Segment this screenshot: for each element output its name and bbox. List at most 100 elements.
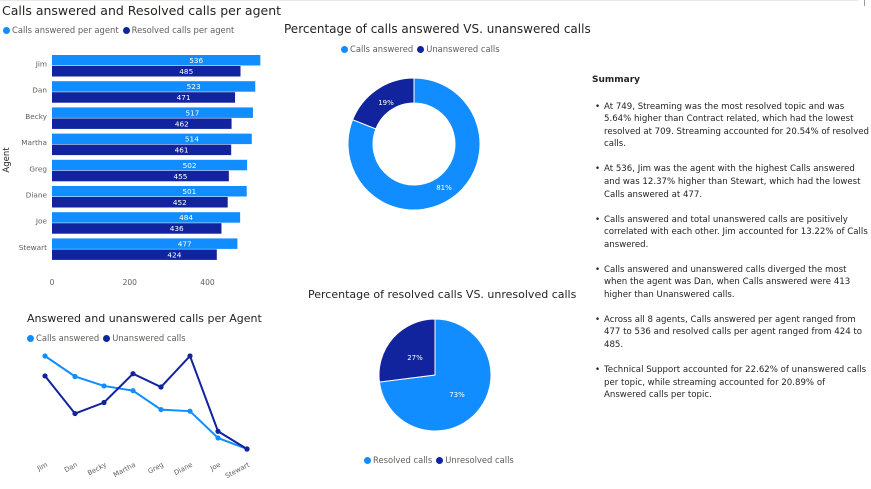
line-point <box>101 383 107 389</box>
y-tick-label: Becky <box>25 112 47 121</box>
line-legend-unanswered[interactable]: Unanswered calls <box>103 333 186 343</box>
summary-bullet: Calls answered and unanswered calls dive… <box>592 264 870 302</box>
bar-answered <box>52 159 248 171</box>
pie-slice <box>378 318 436 383</box>
pie-chart-title: Percentage of resolved calls VS. unresol… <box>308 288 577 301</box>
x-tick-label: 200 <box>123 278 138 287</box>
summary-bullet: Technical Support accounted for 22.62% o… <box>592 364 870 402</box>
data-label-resolved: 436 <box>170 224 184 233</box>
line-series-unanswered <box>44 354 248 450</box>
data-label-answered: 514 <box>185 135 199 144</box>
bar-legend-answered[interactable]: Calls answered per agent <box>3 25 119 35</box>
legend-dot-dark-icon <box>103 334 111 342</box>
bar-legend-resolved[interactable]: Resolved calls per agent <box>122 25 235 35</box>
bar-legend-resolved-label: Resolved calls per agent <box>131 25 235 35</box>
line-point <box>187 353 193 359</box>
donut-data-label: 19% <box>378 99 394 107</box>
summary-bullet: At 749, Streaming was the most resolved … <box>592 101 870 151</box>
line-legend-unanswered-label: Unanswered calls <box>112 333 186 343</box>
summary-panel: Summary At 749, Streaming was the most r… <box>592 74 870 414</box>
bar-resolved <box>52 223 222 234</box>
summary-title: Summary <box>592 75 641 85</box>
pie-data-label: 73% <box>449 391 465 399</box>
data-label-answered: 502 <box>183 161 197 170</box>
line-chart-legend[interactable]: Calls answered Unanswered calls <box>27 333 190 343</box>
line-point <box>72 410 78 417</box>
pie-legend-unresolved[interactable]: Unresolved calls <box>436 455 514 465</box>
data-label-answered: 523 <box>187 82 201 91</box>
top-bar-tick <box>864 0 865 6</box>
bar-answered <box>52 133 252 145</box>
bar-resolved <box>52 66 241 77</box>
bar-answered <box>52 55 261 66</box>
data-label-resolved: 461 <box>175 146 189 155</box>
bar-resolved <box>52 197 228 208</box>
y-tick-label: Dan <box>32 86 47 95</box>
bar-answered <box>52 212 241 223</box>
line-legend-answered-label: Calls answered <box>36 333 100 343</box>
top-bar <box>0 0 871 6</box>
donut-legend-unanswered[interactable]: Unanswered calls <box>417 44 500 54</box>
donut-data-label: 81% <box>436 184 452 192</box>
data-label-resolved: 424 <box>167 250 181 259</box>
donut-legend-unanswered-label: Unanswered calls <box>426 44 500 54</box>
bar-resolved <box>52 249 217 260</box>
line-point <box>187 408 193 414</box>
line-chart-title: Answered and unanswered calls per Agent <box>27 312 262 325</box>
donut-legend-answered[interactable]: Calls answered <box>341 44 413 54</box>
y-tick-label: Jim <box>35 60 47 69</box>
y-tick-label: Martha <box>21 138 47 147</box>
donut-legend-answered-label: Calls answered <box>350 44 414 54</box>
pie-legend-unresolved-label: Unresolved calls <box>445 455 514 465</box>
data-label-resolved: 485 <box>179 67 193 76</box>
legend-dot-dark-icon <box>436 456 444 464</box>
donut-chart-legend[interactable]: Calls answered Unanswered calls <box>341 44 504 54</box>
y-axis-title: Agent <box>2 147 12 173</box>
line-point <box>42 373 48 379</box>
line-point <box>42 353 48 359</box>
pie-chart-legend[interactable]: Resolved calls Unresolved calls <box>364 455 518 465</box>
legend-dot-light-icon <box>364 456 371 464</box>
donut-chart-title: Percentage of calls answered VS. unanswe… <box>284 22 591 36</box>
legend-dot-light-icon <box>27 334 34 342</box>
y-tick-label: Greg <box>29 164 47 173</box>
summary-bullet: At 536, Jim was the agent with the highe… <box>592 163 870 201</box>
pie-legend-resolved[interactable]: Resolved calls <box>364 455 432 465</box>
x-tick-label: 400 <box>200 278 215 287</box>
line-point <box>215 435 221 441</box>
data-label-answered: 517 <box>186 108 200 117</box>
y-tick-label: Stewart <box>19 243 47 252</box>
line-point <box>72 373 78 380</box>
line-point <box>130 371 136 377</box>
bar-legend-answered-label: Calls answered per agent <box>12 25 119 35</box>
bar-resolved <box>52 118 232 129</box>
data-label-answered: 477 <box>178 239 192 248</box>
bar-resolved <box>52 144 232 156</box>
summary-list: At 749, Streaming was the most resolved … <box>592 101 870 402</box>
line-legend-answered[interactable]: Calls answered <box>27 333 99 343</box>
line-point <box>215 428 221 434</box>
line-series-answered <box>44 355 248 450</box>
data-label-answered: 536 <box>189 56 203 65</box>
data-label-resolved: 455 <box>173 172 187 181</box>
legend-dot-dark-icon <box>417 45 425 53</box>
summary-bullet: Across all 8 agents, Calls answered per … <box>592 314 870 352</box>
bar-chart-title: Calls answered and Resolved calls per ag… <box>2 3 282 18</box>
pie-legend-resolved-label: Resolved calls <box>373 455 433 465</box>
bar-resolved <box>52 170 229 182</box>
summary-bullet: Calls answered and total unanswered call… <box>592 214 870 252</box>
x-tick-label: 0 <box>50 278 55 287</box>
bar-chart-legend[interactable]: Calls answered per agent Resolved calls … <box>3 25 238 35</box>
line-point <box>130 388 136 394</box>
bar-answered <box>52 107 253 118</box>
donut-slice <box>351 77 415 130</box>
line-point <box>101 399 107 406</box>
top-bar-line <box>0 0 858 1</box>
data-label-resolved: 452 <box>173 198 187 207</box>
data-label-answered: 501 <box>182 187 196 196</box>
line-point <box>158 384 164 390</box>
